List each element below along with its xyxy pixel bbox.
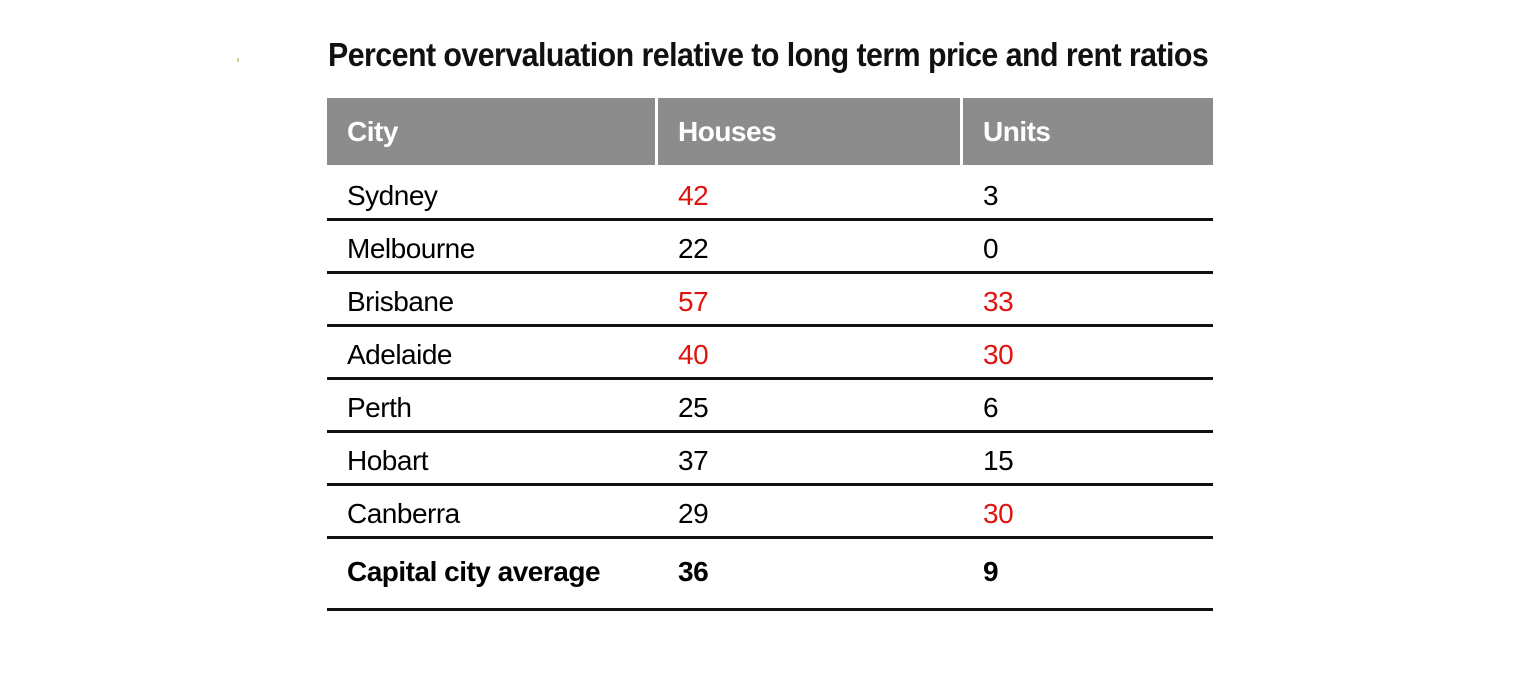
units-cell: 3 xyxy=(983,180,999,211)
table-row: Perth 25 6 xyxy=(327,380,1213,433)
houses-cell: 22 xyxy=(678,233,709,264)
city-cell: Melbourne xyxy=(347,233,475,264)
table-row: Canberra 29 30 xyxy=(327,486,1213,539)
decorative-mark xyxy=(237,58,239,62)
summary-label: Capital city average xyxy=(347,556,601,587)
units-cell: 15 xyxy=(983,445,1014,476)
units-cell: 30 xyxy=(983,339,1014,370)
houses-cell: 42 xyxy=(678,180,709,211)
page-title: Percent overvaluation relative to long t… xyxy=(328,36,1209,73)
city-cell: Perth xyxy=(347,392,412,423)
summary-houses: 36 xyxy=(678,556,709,587)
column-header-city: City xyxy=(327,98,655,165)
houses-cell: 57 xyxy=(678,286,709,317)
city-cell: Adelaide xyxy=(347,339,452,370)
houses-cell: 40 xyxy=(678,339,709,370)
city-cell: Canberra xyxy=(347,498,460,529)
city-cell: Hobart xyxy=(347,445,429,476)
table-row: Sydney 42 3 xyxy=(327,165,1213,221)
units-cell: 33 xyxy=(983,286,1014,317)
city-cell: Brisbane xyxy=(347,286,454,317)
table-row: Adelaide 40 30 xyxy=(327,327,1213,380)
overvaluation-table: City Houses Units Sydney 42 3 Melbourne … xyxy=(327,98,1213,611)
table-row: Hobart 37 15 xyxy=(327,433,1213,486)
summary-row: Capital city average 36 9 xyxy=(327,539,1213,611)
units-cell: 0 xyxy=(983,233,999,264)
units-cell: 6 xyxy=(983,392,999,423)
column-header-units: Units xyxy=(963,98,1213,165)
table-header: City Houses Units xyxy=(327,98,1213,165)
houses-cell: 25 xyxy=(678,392,709,423)
summary-units: 9 xyxy=(983,556,999,587)
city-cell: Sydney xyxy=(347,180,438,211)
units-cell: 30 xyxy=(983,498,1014,529)
table-row: Brisbane 57 33 xyxy=(327,274,1213,327)
houses-cell: 37 xyxy=(678,445,709,476)
houses-cell: 29 xyxy=(678,498,709,529)
table-row: Melbourne 22 0 xyxy=(327,221,1213,274)
column-header-houses: Houses xyxy=(658,98,960,165)
